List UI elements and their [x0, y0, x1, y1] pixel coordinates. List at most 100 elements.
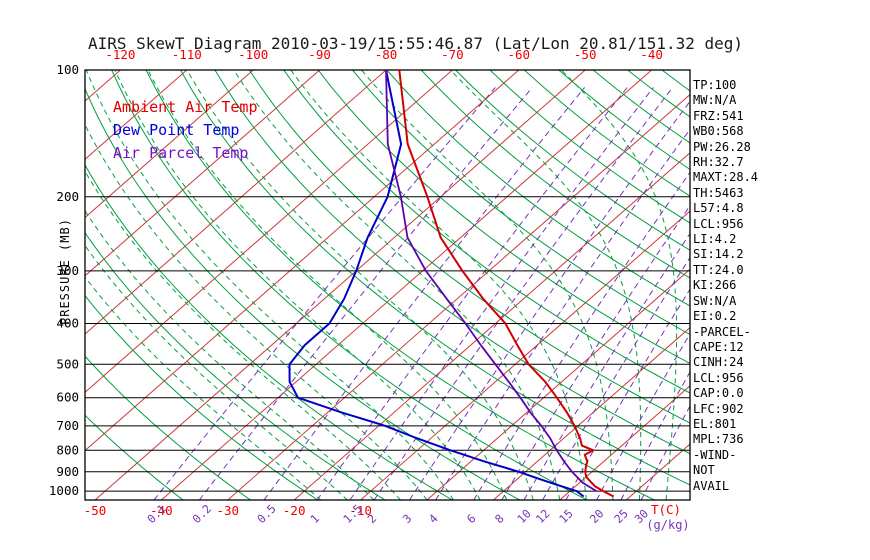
- isotherm-line: [426, 268, 690, 500]
- stat-line: AVAIL: [693, 478, 730, 493]
- stat-line: CAP:0.0: [693, 386, 744, 401]
- isotherm-line: [85, 70, 320, 277]
- dry-adiabat-line: [283, 70, 690, 394]
- isotherm-line: [161, 70, 652, 500]
- dry-adiabat-line: [85, 355, 251, 500]
- mixing-ratio-unit-label: (g/kg): [646, 518, 689, 532]
- dry-adiabat-line: [386, 70, 690, 307]
- moist-adiabat-line: [361, 70, 614, 500]
- mixing-ratio-line: [198, 87, 533, 500]
- moist-adiabat-line: [450, 70, 642, 500]
- dry-adiabat-line: [85, 231, 386, 500]
- pressure-tick-label: 900: [56, 464, 79, 479]
- mixing-ratio-line: [523, 232, 690, 500]
- mixing-ratio-line: [153, 87, 496, 500]
- legend-air-parcel-temp: Air Parcel Temp: [113, 144, 249, 162]
- stat-line: PW:26.28: [693, 139, 751, 154]
- stat-line: -PARCEL-: [693, 324, 751, 339]
- mixing-ratio-label: 10: [514, 506, 534, 526]
- legend-ambient-air-temp: Ambient Air Temp: [113, 98, 258, 116]
- mixing-ratio-label: 4: [426, 511, 441, 526]
- top-temp-tick-label: -80: [375, 47, 398, 62]
- isotherm-line: [85, 70, 520, 452]
- legend: Ambient Air Temp Dew Point Temp Air Parc…: [113, 96, 258, 165]
- profile-dew-point-temp: [288, 70, 585, 498]
- moist-adiabat-line: [560, 70, 678, 500]
- isotherm-line: [85, 70, 254, 219]
- dry-adiabat-line: [85, 87, 521, 500]
- mixing-ratio-line: [373, 87, 673, 500]
- pressure-tick-label: 200: [56, 189, 79, 204]
- mixing-ratio-line: [542, 256, 690, 500]
- mixing-ratio-line: [263, 87, 585, 500]
- mixing-ratio-line: [620, 370, 690, 500]
- legend-dew-point-temp: Dew Point Temp: [113, 121, 240, 139]
- bottom-temp-tick-label: -50: [84, 503, 107, 518]
- mixing-ratio-label: 1: [307, 511, 322, 526]
- stat-line: FRZ:541: [693, 108, 744, 123]
- bottom-temp-tick-label: -30: [217, 503, 240, 518]
- dry-adiabat-line: [455, 70, 690, 251]
- isotherm-line: [293, 152, 690, 500]
- profile-air-parcel-temp: [385, 70, 597, 492]
- pressure-tick-label: 300: [56, 263, 79, 278]
- pressure-tick-label: 100: [56, 62, 79, 77]
- stat-line: TT:24.0: [693, 262, 744, 277]
- dry-adiabat-line: [420, 70, 690, 279]
- moist-adiabat-line: [85, 276, 322, 500]
- pressure-tick-label: 700: [56, 418, 79, 433]
- stat-line: TP:100: [693, 78, 737, 92]
- mixing-ratio-line: [565, 288, 690, 500]
- moist-adiabat-line: [85, 209, 375, 500]
- mixing-ratio-line: [409, 100, 690, 500]
- isotherm-line: [94, 70, 586, 500]
- stat-line: L57:4.8: [693, 201, 744, 216]
- mixing-ratio-line: [473, 171, 690, 500]
- plot-border: [84, 69, 691, 501]
- grid-layer: [0, 70, 690, 500]
- mixing-ratio-label: 12: [533, 506, 553, 526]
- mixing-ratio-line: [501, 204, 690, 500]
- mixing-ratio-label: 8: [492, 511, 507, 526]
- isotherm-line: [85, 70, 188, 160]
- stat-line: NOT: [693, 463, 715, 478]
- stat-line: SI:14.2: [693, 247, 744, 262]
- top-temp-tick-label: -40: [640, 47, 663, 62]
- stat-line: LCL:956: [693, 370, 744, 385]
- stat-line: WB0:568: [693, 124, 744, 139]
- pressure-tick-label: 500: [56, 356, 79, 371]
- dry-adiabat-line: [248, 70, 690, 424]
- stats-panel: TP:100 MW:N/A FRZ:541 WB0:568 PW:26.28 RH:32.…: [693, 78, 758, 494]
- stat-line: KI:266: [693, 278, 737, 293]
- stat-line: LI:4.2: [693, 232, 737, 247]
- moist-adiabat-line: [85, 170, 401, 500]
- pressure-tick-label: 600: [56, 390, 79, 405]
- mixing-ratio-label: 3: [400, 511, 415, 526]
- bottom-temp-tick-label: -40: [150, 503, 173, 518]
- isotherm-line: [0, 70, 54, 500]
- top-temp-tick-label: -60: [508, 47, 531, 62]
- mixing-ratio-line: [349, 87, 654, 500]
- mixing-ratio-line: [316, 87, 628, 500]
- top-temp-tick-label: -120: [105, 47, 135, 62]
- isotherm-line: [493, 326, 690, 500]
- moist-adiabat-line: [233, 70, 561, 500]
- temp-axis-unit-label: T(C): [651, 502, 681, 517]
- stat-line: LFC:902: [693, 401, 744, 416]
- stat-line: EI:0.2: [693, 309, 737, 324]
- bottom-temp-tick-label: -10: [349, 503, 372, 518]
- mixing-ratio-label: 25: [611, 506, 631, 526]
- mixing-ratio-label: 0.5: [254, 502, 279, 527]
- stat-line: LCL:956: [693, 216, 744, 231]
- stat-line: MPL:736: [693, 432, 744, 447]
- stat-line: EL:801: [693, 416, 737, 431]
- moist-adiabat-line: [85, 70, 455, 500]
- mixing-ratio-label: 6: [464, 511, 479, 526]
- profile-ambient-air-temp: [398, 70, 615, 498]
- bottom-temp-tick-label: -20: [283, 503, 306, 518]
- stat-line: SW:N/A: [693, 293, 737, 308]
- pressure-tick-label: 800: [56, 442, 79, 457]
- dry-adiabat-line: [85, 294, 319, 500]
